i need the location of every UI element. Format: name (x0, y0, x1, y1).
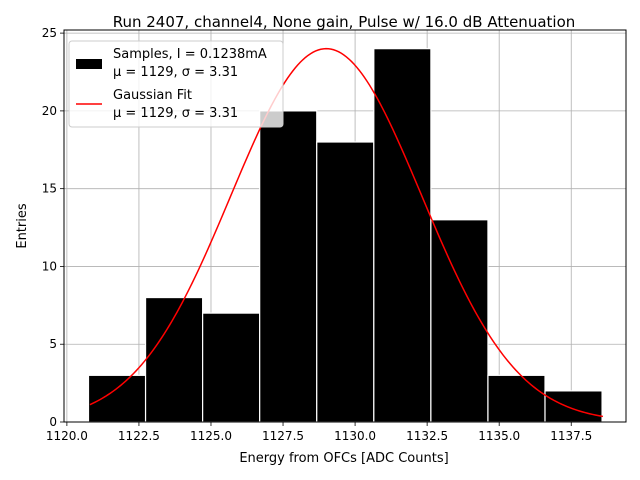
x-tick-label: 1122.5 (118, 429, 160, 443)
legend-samples-label: Samples, I = 0.1238mA (113, 47, 267, 62)
legend-fit-stats: μ = 1129, σ = 3.31 (113, 106, 238, 121)
legend-samples-stats: μ = 1129, σ = 3.31 (113, 65, 238, 80)
y-axis-label: Entries (15, 203, 30, 249)
y-tick-label: 15 (42, 182, 57, 196)
y-axis-ticks: 0 5 10 15 20 25 (42, 26, 64, 429)
legend-fit-label: Gaussian Fit (113, 88, 192, 103)
y-tick-label: 10 (42, 259, 57, 273)
histogram-bar (316, 141, 375, 423)
legend-box (68, 40, 284, 128)
histogram-bar (259, 110, 318, 423)
y-tick-label: 20 (42, 104, 57, 118)
legend-samples-swatch (76, 59, 102, 69)
histogram-bar (430, 219, 489, 423)
histogram-bar (487, 374, 546, 423)
histogram-bar (202, 312, 261, 423)
histogram-bar (544, 390, 603, 423)
legend: Samples, I = 0.1238mA μ = 1129, σ = 3.31… (68, 40, 284, 128)
x-tick-label: 1120.0 (46, 429, 88, 443)
y-tick-label: 0 (49, 415, 57, 429)
x-axis-label: Energy from OFCs [ADC Counts] (239, 451, 448, 466)
y-tick-label: 5 (49, 337, 57, 351)
plot-frame (63, 29, 627, 423)
chart-title: Run 2407, channel4, None gain, Pulse w/ … (113, 13, 576, 31)
x-tick-label: 1132.5 (406, 429, 448, 443)
x-tick-label: 1137.5 (550, 429, 592, 443)
gaussian-fit-curve (89, 47, 604, 418)
histogram-bar (87, 374, 147, 423)
y-tick-label: 25 (42, 26, 57, 40)
x-tick-label: 1135.0 (478, 429, 520, 443)
x-axis-ticks: 1120.0 1122.5 1125.0 1127.5 1130.0 1132.5 1135… (46, 422, 592, 443)
x-tick-label: 1127.5 (262, 429, 304, 443)
histogram-bar (373, 48, 432, 423)
x-tick-label: 1125.0 (190, 429, 232, 443)
x-tick-label: 1130.0 (334, 429, 376, 443)
